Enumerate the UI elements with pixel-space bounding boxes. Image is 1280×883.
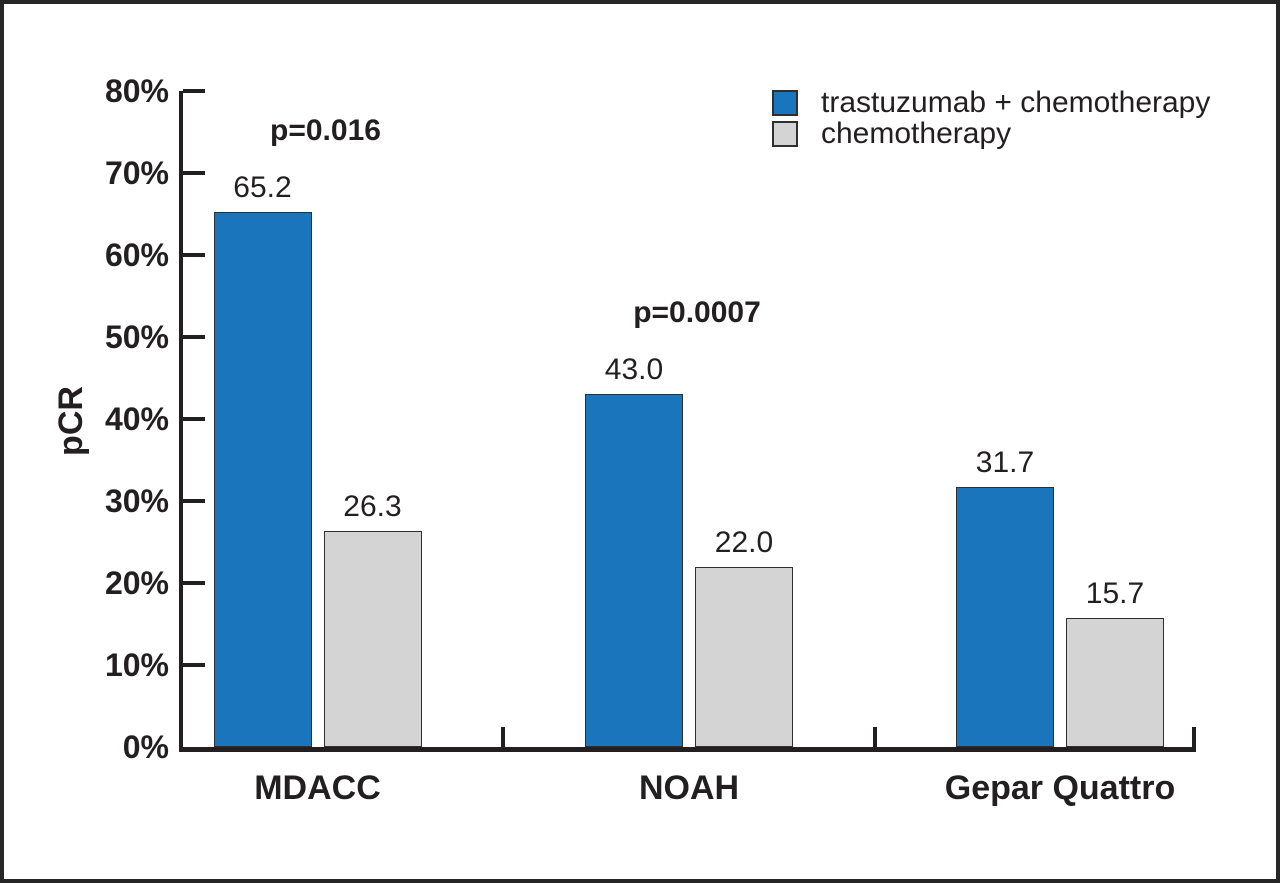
bar-value-label: 15.7 [1085, 577, 1145, 610]
legend-swatch-chemotherapy [772, 121, 798, 147]
y-axis-tick [183, 335, 205, 339]
category-label-gepar-quattro: Gepar Quattro [944, 769, 1176, 807]
y-axis-tick-label: 10% [104, 647, 169, 683]
x-axis-separator-tick [501, 727, 506, 747]
bar-trastuzumab-chemotherapy-mdacc [213, 212, 312, 747]
y-axis-tick-label: 20% [104, 565, 169, 601]
y-axis-tick-label: 50% [104, 319, 169, 355]
p-value-label: p=0.0007 [633, 296, 761, 330]
p-value-label: p=0.016 [270, 114, 381, 148]
legend-label-trastuzumab-chemotherapy: trastuzumab + chemotherapy [821, 86, 1211, 119]
bar-chemotherapy-mdacc [323, 531, 422, 747]
y-axis-tick [183, 171, 205, 175]
y-axis-tick [183, 499, 205, 503]
legend-swatch-trastuzumab-chemotherapy [772, 90, 798, 116]
y-axis-tick [183, 417, 205, 421]
bar-value-label: 65.2 [233, 171, 292, 204]
y-axis-tick-label: 60% [104, 237, 169, 273]
bar-value-label: 31.7 [975, 446, 1035, 479]
legend-item-trastuzumab-chemotherapy: trastuzumab + chemotherapy [772, 86, 1211, 119]
y-axis-tick-label: 40% [104, 401, 169, 437]
bar-value-label: 43.0 [604, 353, 664, 386]
category-label-noah: NOAH [638, 769, 740, 807]
bar-chemotherapy-gepar-quattro [1066, 618, 1164, 747]
y-axis-tick [183, 663, 205, 667]
plot-area: 0% 10% 20% 30% 40% 50% 60% 70% 80% 65.2 43.0 31.7 26… [4, 4, 1276, 879]
x-axis-separator-tick [872, 727, 877, 747]
category-label-mdacc: MDACC [254, 769, 381, 807]
bar-trastuzumab-chemotherapy-gepar-quattro [956, 487, 1054, 747]
y-axis-tick-label: 0% [122, 729, 169, 765]
y-axis-tick [183, 253, 205, 257]
bar-value-label: 26.3 [343, 490, 402, 523]
bar-chemotherapy-noah [695, 567, 793, 747]
legend-label-chemotherapy: chemotherapy [821, 117, 1012, 150]
legend-item-chemotherapy: chemotherapy [772, 117, 1210, 150]
y-axis-tick [183, 89, 205, 93]
y-axis-tick-label: 80% [104, 73, 169, 109]
bar-trastuzumab-chemotherapy-noah [585, 394, 683, 747]
x-axis-end-tick [1192, 727, 1196, 747]
y-axis-tick-label: 70% [104, 155, 169, 191]
legend: trastuzumab + chemotherapy chemotherapy [772, 86, 1211, 152]
y-axis-line [179, 91, 183, 751]
bar-value-label: 22.0 [714, 526, 774, 559]
y-axis-tick-label: 30% [104, 483, 169, 519]
y-axis-tick [183, 581, 205, 585]
x-axis-line [179, 747, 1196, 752]
